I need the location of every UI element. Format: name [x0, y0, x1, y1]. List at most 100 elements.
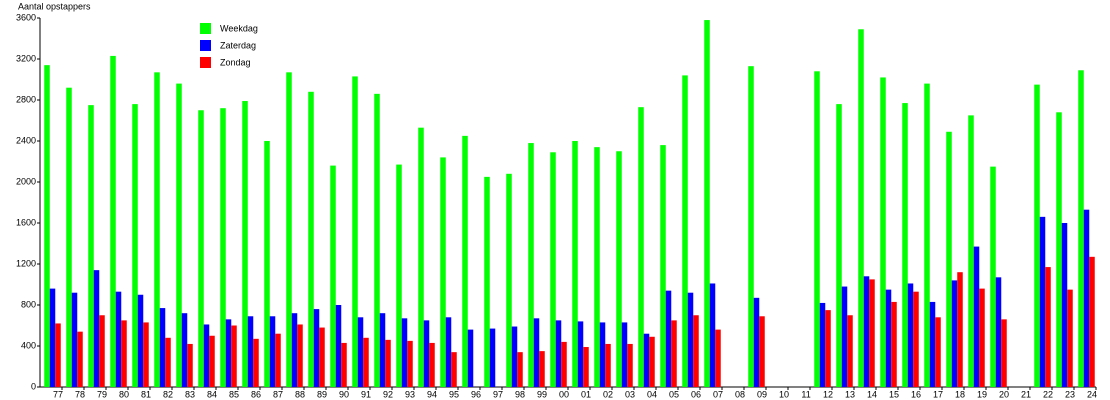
x-tick-label: 16	[911, 389, 921, 399]
bar	[1089, 256, 1095, 387]
bar	[159, 308, 166, 387]
bar	[561, 341, 567, 387]
bar	[1061, 223, 1068, 387]
bar	[753, 297, 760, 387]
bar	[929, 301, 936, 387]
x-tick-label: 07	[713, 389, 723, 399]
bar	[1083, 209, 1090, 387]
bar	[913, 291, 919, 387]
legend-label: Zaterdag	[220, 40, 256, 50]
x-tick-label: 08	[735, 389, 745, 399]
bar	[44, 65, 50, 388]
x-tick-label: 84	[207, 389, 217, 399]
bar	[973, 246, 980, 387]
bar	[286, 72, 292, 387]
x-tick-label: 11	[801, 389, 810, 399]
bar	[231, 325, 237, 387]
bar	[49, 288, 56, 387]
x-tick-label: 87	[273, 389, 283, 399]
bar	[341, 342, 347, 387]
bar	[995, 277, 1002, 387]
bar	[907, 283, 914, 387]
bar	[423, 320, 430, 387]
x-tick-label: 88	[295, 389, 305, 399]
x-tick-label: 99	[537, 389, 547, 399]
bar	[77, 331, 83, 387]
bar	[253, 338, 259, 387]
x-tick-label: 17	[933, 389, 943, 399]
bar	[951, 280, 958, 387]
x-tick-label: 92	[383, 389, 393, 399]
bar	[407, 340, 413, 387]
y-axis-label: Aantal opstappers	[18, 1, 91, 11]
bar	[979, 288, 985, 387]
x-tick-label: 05	[669, 389, 679, 399]
bar	[352, 76, 358, 388]
bar	[665, 290, 672, 387]
bar	[335, 305, 342, 387]
bar	[242, 101, 248, 388]
bar	[330, 165, 336, 387]
bar	[401, 318, 408, 387]
x-tick-label: 21	[1021, 389, 1031, 399]
bar	[924, 83, 930, 387]
bar	[528, 143, 534, 387]
bar	[429, 342, 435, 387]
x-tick-label: 77	[53, 389, 63, 399]
bar	[682, 75, 688, 388]
x-tick-label: 10	[779, 389, 789, 399]
x-tick-label: 98	[515, 389, 525, 399]
bar	[1034, 84, 1040, 387]
x-tick-label: 81	[141, 389, 151, 399]
bar	[858, 29, 864, 388]
x-tick-label: 06	[691, 389, 701, 399]
x-tick-label: 93	[405, 389, 415, 399]
bar	[627, 343, 633, 387]
bar	[269, 316, 276, 387]
bar	[836, 104, 842, 387]
y-tick-label: 800	[21, 299, 36, 309]
bar	[891, 301, 897, 387]
x-tick-label: 95	[449, 389, 459, 399]
bar	[225, 319, 232, 387]
bar	[825, 310, 831, 387]
bar	[187, 343, 193, 387]
bar	[313, 309, 320, 387]
bar	[847, 315, 853, 387]
x-tick-label: 03	[625, 389, 635, 399]
bar	[462, 135, 468, 387]
y-tick-label: 2000	[16, 176, 36, 186]
bar	[308, 91, 314, 388]
x-tick-label: 22	[1043, 389, 1053, 399]
x-tick-label: 83	[185, 389, 195, 399]
bar	[297, 324, 303, 387]
bar	[957, 272, 963, 387]
bar	[704, 20, 710, 388]
x-tick-label: 86	[251, 389, 261, 399]
x-tick-label: 14	[867, 389, 877, 399]
y-tick-label: 2400	[16, 135, 36, 145]
bar	[203, 324, 210, 387]
bar	[363, 337, 369, 387]
x-tick-label: 79	[97, 389, 107, 399]
bar	[506, 173, 512, 387]
bar	[1078, 70, 1084, 388]
bar	[275, 333, 281, 387]
legend-swatch	[200, 57, 211, 68]
bar	[385, 339, 391, 387]
bar	[902, 103, 908, 387]
bar	[572, 141, 578, 387]
bar	[990, 166, 996, 387]
x-tick-label: 09	[757, 389, 767, 399]
y-tick-label: 2800	[16, 94, 36, 104]
bar	[539, 351, 545, 387]
x-tick-label: 15	[889, 389, 899, 399]
bar	[93, 270, 100, 387]
y-tick-label: 3600	[16, 12, 36, 22]
bar	[143, 322, 149, 387]
x-tick-label: 94	[427, 389, 437, 399]
bar	[418, 127, 424, 388]
x-tick-label: 18	[955, 389, 965, 399]
bar	[869, 279, 875, 387]
x-tick-label: 97	[493, 389, 503, 399]
